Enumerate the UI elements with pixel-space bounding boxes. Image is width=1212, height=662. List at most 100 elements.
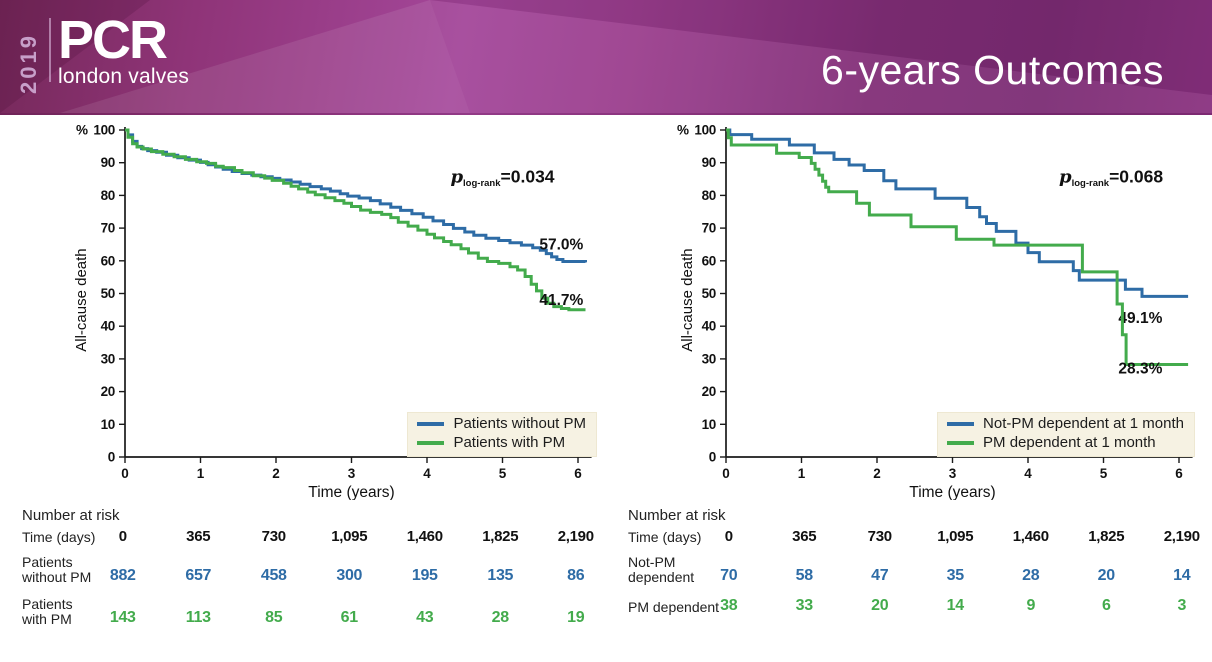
x-tick-label: 4 [423,466,431,481]
time-value: 365 [186,528,211,545]
risk-table-time-row: Time (days) 0 365 730 1,095 1,460 1,825 2,190 [628,528,1212,546]
series-value: 14 [946,597,965,614]
y-tick-label: 10 [101,417,115,432]
legend-swatch-green [417,441,445,445]
legend-label: Patients with PM [453,434,566,451]
series-value: 143 [109,609,136,626]
charts-area: 0 10 20 30 40 50 60 70 80 90 100% All-cause death 0 1… [0,115,1212,628]
series-value: 195 [411,567,438,584]
x-tick-label: 1 [798,466,806,481]
km-curve-blue [726,128,1189,298]
x-tick-label: 3 [949,466,957,481]
time-value: 1,095 [331,528,368,545]
series-value: 3 [1177,597,1187,614]
legend-item: Not-PM dependent at 1 month [947,415,1184,433]
series-value: 657 [185,567,212,584]
y-tick-label: 40 [101,319,115,334]
km-curve-blue [125,128,587,263]
series-value: 28 [1022,567,1040,584]
km-chart-left-svg: 0 10 20 30 40 50 60 70 80 90 100% All-cause death 0 1… [73,123,592,500]
logo-year: 2019 [16,33,41,94]
series-value: 300 [336,567,363,584]
y-tick-label: 60 [702,253,716,268]
risk-table-title: Number at risk [628,507,726,524]
series-value: 135 [487,567,514,584]
x-tick-label: 6 [1175,466,1183,481]
y-tick-label: 90 [702,155,716,170]
time-value: 365 [792,528,817,545]
legend-label: PM dependent at 1 month [983,434,1156,451]
legend-left: Patients without PM Patients with PM [407,412,597,457]
legend-item: Patients without PM [417,415,586,433]
series-label: Not-PM dependent [628,554,695,585]
series-value: 9 [1026,597,1036,614]
endpoint-label: 41.7% [539,292,583,309]
time-value: 2,190 [557,528,594,545]
time-value: 1,095 [937,528,974,545]
series-label: Patients with PM [22,596,73,627]
x-tick-label: 3 [348,466,356,481]
y-tick-label: 90 [101,155,115,170]
legend-swatch-blue [947,422,975,426]
legend-swatch-green [947,441,975,445]
km-chart-left: 0 10 20 30 40 50 60 70 80 90 100% All-cause death 0 1… [0,115,606,500]
y-tick-label: 50 [101,286,115,301]
series-value: 38 [720,597,738,614]
panel-pm-dependency: 0 10 20 30 40 50 60 70 80 90 100% All-cause death 0 1… [606,115,1212,628]
y-tick-label: 20 [702,384,716,399]
series-value: 33 [795,597,814,614]
endpoint-label: 49.1% [1118,310,1162,327]
series-value: 882 [109,567,136,584]
legend-label: Not-PM dependent at 1 month [983,415,1184,432]
time-value: 1,460 [1012,528,1049,545]
y-tick-label: 80 [702,188,716,203]
series-value: 20 [871,597,889,614]
banner-facet-decoration [0,0,1212,113]
risk-table-series-row: Patients with PM 143 113 85 61 43 28 19 [22,597,606,628]
legend-right: Not-PM dependent at 1 month PM dependent… [937,412,1195,457]
time-value: 0 [724,528,733,545]
time-value: 730 [867,528,892,545]
km-chart-right: 0 10 20 30 40 50 60 70 80 90 100% All-cause death 0 1… [606,115,1212,500]
time-value: 0 [118,528,127,545]
km-curve-green [726,128,1189,366]
series-value: 43 [416,609,434,626]
panel-pm-vs-no-pm: 0 10 20 30 40 50 60 70 80 90 100% All-cause death 0 1… [0,115,606,628]
header-banner: 2019 PCR london valves 6-years Outcomes [0,0,1212,115]
x-axis-title: Time (years) [909,484,995,500]
series-value: 58 [795,567,814,584]
y-tick-label: 100 [93,123,115,138]
series-value: 61 [340,609,359,626]
risk-table-series-row: Not-PM dependent 70 58 47 35 28 20 14 [628,555,1212,586]
legend-swatch-blue [417,422,445,426]
series-value: 113 [185,609,211,626]
risk-table-left: Number at risk Time (days) 0 365 730 1,095 1,4… [0,507,606,628]
y-tick-label: 20 [101,384,115,399]
x-tick-label: 2 [873,466,881,481]
time-label: Time (days) [22,529,96,545]
y-unit-label: % [677,123,689,138]
series-value: 20 [1097,567,1116,584]
pcr-london-valves-logo: 2019 PCR london valves [16,12,190,94]
x-tick-label: 6 [574,466,582,481]
y-tick-label: 50 [702,286,716,301]
risk-table-right: Number at risk Time (days) 0 365 730 1,095 1,4… [606,507,1212,616]
logo-brand-subtitle: london valves [58,65,190,89]
y-tick-label: 30 [702,351,716,366]
y-tick-label: 0 [709,450,716,465]
km-curve-green [125,128,586,312]
x-tick-label: 5 [499,466,507,481]
y-tick-label: 30 [101,351,115,366]
y-axis-title: All-cause death [679,248,696,351]
series-label: PM dependent [628,599,720,615]
series-value: 86 [567,567,585,584]
series-value: 85 [265,609,283,626]
y-tick-label: 10 [702,417,716,432]
series-value: 6 [1101,597,1111,614]
x-tick-label: 0 [722,466,730,481]
legend-label: Patients without PM [453,415,586,432]
time-value: 1,460 [406,528,443,545]
time-value: 2,190 [1163,528,1200,545]
y-tick-label: 70 [702,221,716,236]
